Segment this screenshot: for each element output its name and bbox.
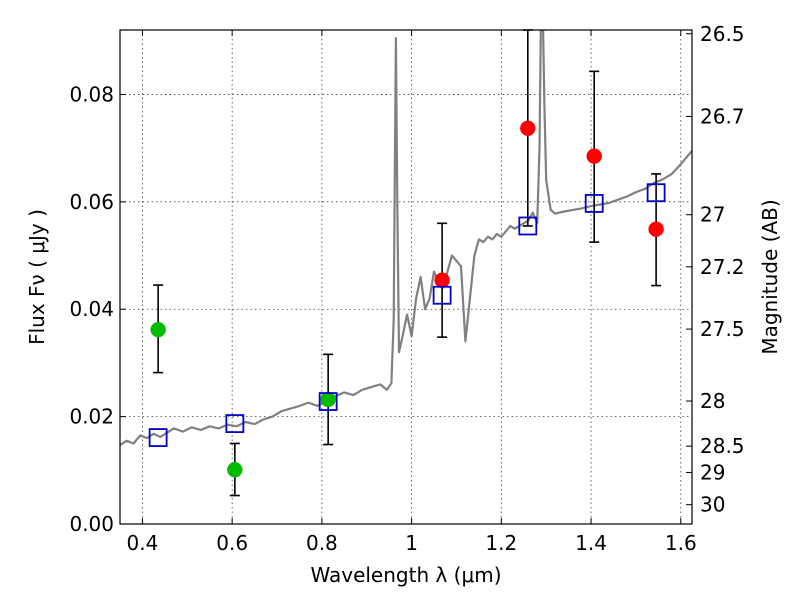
grid-lines: [120, 30, 692, 524]
x-tick-label-4: 1.2: [485, 531, 517, 555]
model-photometry-square-1: [225, 414, 245, 433]
y-axis-label: Flux Fν ( μJy ): [25, 209, 49, 345]
red-data-point-0: [434, 272, 450, 288]
data-markers-layer: [148, 120, 666, 478]
plot-frame-layer: [119, 29, 693, 525]
right-tick-label-2: 27: [700, 203, 725, 227]
red-data-point-2: [586, 148, 602, 164]
model-photometry-square-3: [432, 285, 452, 305]
y-tick-label-1: 0.02: [69, 405, 114, 429]
model-spectrum-layer: [120, 30, 692, 447]
right-tick-label-7: 29: [700, 460, 725, 484]
y-tick-label-2: 0.04: [69, 297, 114, 321]
right-tick-label-3: 27.2: [700, 255, 745, 279]
right-tick-label-1: 26.7: [700, 104, 745, 128]
x-axis-label: Wavelength λ (μm): [310, 563, 501, 587]
right-tick-label-6: 28.5: [700, 434, 745, 458]
right-tick-label-5: 28: [700, 389, 725, 413]
tick-layer: 0.4 0.6 0.8 1 1.2 1.4 1.6 0.00 0.02 0.04 0.06 0.08 2…: [69, 22, 744, 555]
model-photometry-square-4: [518, 216, 538, 236]
right-tick-label-4: 27.5: [700, 317, 745, 341]
y-tick-label-0: 0.00: [69, 512, 114, 536]
red-data-point-1: [520, 120, 536, 137]
green-data-point-1: [227, 462, 243, 478]
model-spectrum-line: [120, 30, 692, 447]
x-tick-label-3: 1: [405, 531, 418, 555]
model-photometry-square-6: [646, 183, 666, 203]
x-tick-label-5: 1.4: [575, 531, 607, 555]
y-tick-label-3: 0.06: [69, 190, 114, 214]
model-photometry-square-0: [148, 428, 168, 447]
right-axis-label: Magnitude (AB): [758, 199, 782, 354]
plot-frame: [119, 29, 693, 525]
x-tick-label-0: 0.4: [127, 531, 159, 555]
right-tick-label-8: 30: [700, 493, 725, 517]
green-data-point-2: [320, 391, 336, 408]
green-data-point-0: [150, 321, 166, 338]
model-photometry-square-5: [584, 194, 604, 213]
red-data-point-3: [648, 221, 664, 237]
x-tick-label-2: 0.8: [306, 531, 338, 555]
x-tick-label-6: 1.6: [665, 531, 697, 555]
y-tick-label-4: 0.08: [69, 82, 114, 106]
model-photometry-square-2: [318, 392, 338, 411]
right-tick-label-0: 26.5: [700, 22, 745, 46]
x-tick-label-1: 0.6: [216, 531, 248, 555]
